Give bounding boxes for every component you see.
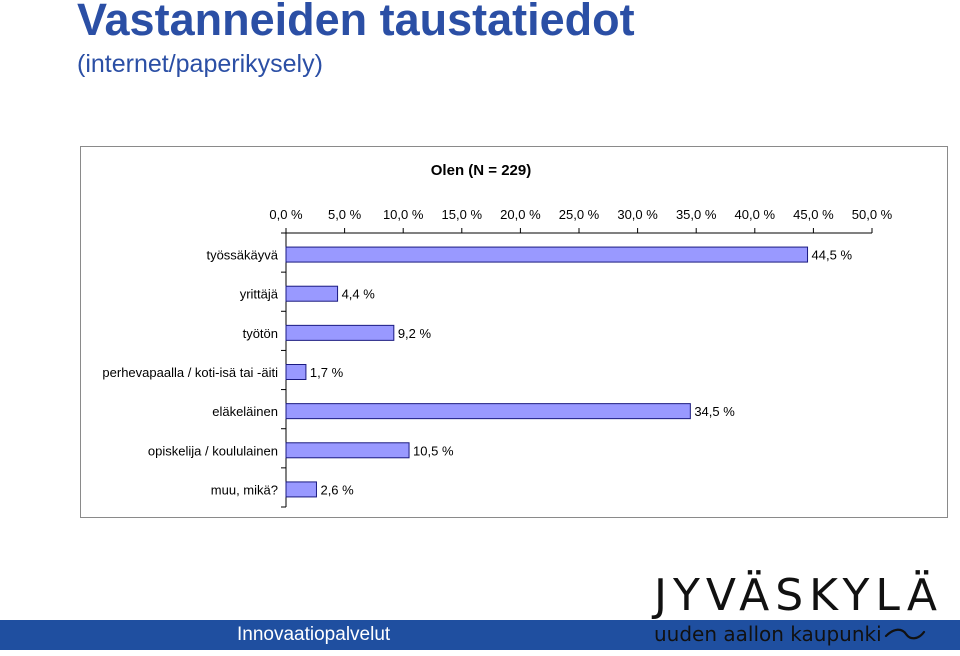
wave-icon [884, 628, 926, 640]
category-label: perhevapaalla / koti-isä tai -äiti [102, 365, 278, 380]
logo-tagline: uuden aallon kaupunki [654, 622, 882, 646]
bar [285, 324, 395, 341]
x-tick-label: 40,0 % [735, 207, 776, 222]
bar [285, 364, 307, 380]
bar [285, 481, 317, 498]
chart-title: Olen (N = 229) [431, 162, 531, 179]
data-label: 4,4 % [342, 287, 376, 302]
bar [285, 246, 809, 263]
bar-chart: Olen (N = 229) 0,0 % 5,0 % 10,0 % 15,0 % 20,0… [102, 162, 893, 508]
data-label: 1,7 % [310, 365, 344, 380]
data-label: 44,5 % [812, 248, 853, 263]
page-title: Vastanneiden taustatiedot [77, 0, 635, 45]
bar [285, 403, 691, 420]
x-tick-label: 45,0 % [793, 207, 834, 222]
category-label: työtön [243, 326, 278, 341]
x-tick-label: 0,0 % [269, 207, 303, 222]
bar [285, 442, 410, 459]
page-subtitle: (internet/paperikysely) [77, 50, 323, 78]
x-tick-label: 10,0 % [383, 207, 424, 222]
footer-bar [0, 620, 960, 650]
data-label: 10,5 % [413, 443, 454, 458]
x-tick-label: 50,0 % [852, 207, 893, 222]
x-tick-label: 20,0 % [500, 207, 541, 222]
logo-wordmark: JYVÄSKYLÄ [654, 570, 943, 621]
x-tick-label: 15,0 % [442, 207, 483, 222]
category-label: eläkeläinen [212, 404, 278, 419]
x-tick-label: 25,0 % [559, 207, 600, 222]
x-tick-label: 5,0 % [328, 207, 362, 222]
category-label: työssäkäyvä [206, 248, 278, 263]
bar [285, 285, 339, 302]
chart-frame: Olen (N = 229) 0,0 % 5,0 % 10,0 % 15,0 % 20,0… [80, 146, 948, 518]
x-tick-label: 30,0 % [617, 207, 658, 222]
data-label: 2,6 % [320, 482, 354, 497]
category-label: muu, mikä? [211, 482, 278, 497]
data-label: 9,2 % [398, 326, 432, 341]
data-label: 34,5 % [694, 404, 735, 419]
category-label: yrittäjä [240, 287, 279, 302]
category-label: opiskelija / koululainen [148, 443, 278, 458]
x-tick-label: 35,0 % [676, 207, 717, 222]
footer-text: Innovaatiopalvelut [237, 624, 391, 645]
